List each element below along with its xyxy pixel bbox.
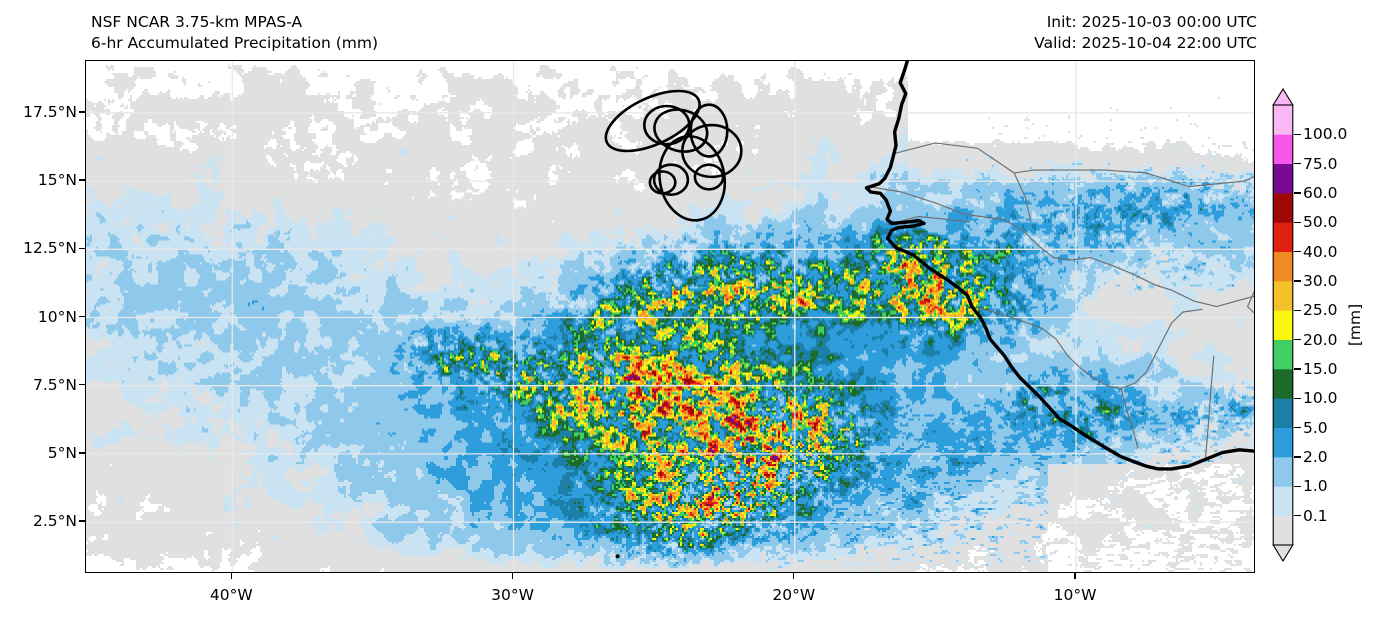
- latitude-tick-label: 7.5°N: [33, 375, 77, 394]
- colorbar-tick-mark: [1294, 338, 1301, 341]
- latitude-tick-label: 5°N: [47, 443, 77, 462]
- map-plot-area: [85, 60, 1255, 573]
- latitude-tick-mark: [79, 384, 85, 386]
- colorbar-tick-mark: [1294, 456, 1301, 458]
- longitude-tick-mark: [511, 573, 514, 579]
- colorbar-tick-label: 10.0: [1303, 389, 1338, 408]
- colorbar-tick-label: 1.0: [1303, 477, 1328, 496]
- init-time-label: Init: 2025-10-03 00:00 UTC: [1046, 13, 1257, 31]
- latitude-tick-label: 12.5°N: [23, 239, 77, 258]
- field-description-line: 6-hr Accumulated Precipitation (mm): [91, 34, 378, 52]
- latitude-tick-mark: [79, 247, 85, 249]
- colorbar-tick-mark: [1294, 192, 1301, 194]
- longitude-tick-label: 40°W: [209, 586, 253, 604]
- colorbar-tick-label: 100.0: [1303, 125, 1348, 144]
- longitude-tick-label: 10°W: [1053, 586, 1097, 604]
- colorbar-tick-mark: [1294, 133, 1301, 136]
- latitude-tick-label: 10°N: [37, 307, 77, 326]
- valid-time-label: Valid: 2025-10-04 22:00 UTC: [1034, 34, 1257, 52]
- colorbar-tick-mark: [1294, 368, 1301, 370]
- colorbar-gradient: [1272, 88, 1294, 562]
- colorbar-tick-mark: [1294, 309, 1301, 312]
- colorbar-tick-label: 30.0: [1303, 272, 1338, 290]
- longitude-tick-label: 20°W: [772, 586, 816, 604]
- colorbar-tick-label: 75.0: [1303, 154, 1338, 173]
- colorbar-tick-label: 25.0: [1303, 301, 1338, 320]
- longitude-tick-mark: [1074, 573, 1076, 579]
- longitude-tick-label: 30°W: [491, 586, 534, 604]
- colorbar-tick-label: 0.1: [1303, 506, 1328, 525]
- latitude-tick-mark: [79, 452, 85, 454]
- geographic-features: [604, 61, 1254, 559]
- forecast-time-info: Init: 2025-10-03 00:00 UTC Valid: 2025-10…: [1034, 12, 1257, 54]
- colorbar-tick-mark: [1294, 514, 1301, 517]
- colorbar-tick-label: 50.0: [1303, 213, 1338, 232]
- colorbar-tick-label: 40.0: [1303, 242, 1338, 261]
- colorbar-tick-mark: [1294, 485, 1301, 488]
- model-name-line: NSF NCAR 3.75-km MPAS-A: [91, 13, 303, 31]
- colorbar-tick-label: 15.0: [1303, 360, 1338, 378]
- graticule-gridlines: [86, 61, 1254, 572]
- colorbar-tick-mark: [1294, 250, 1301, 253]
- colorbar-unit-label: [mm]: [1346, 303, 1364, 347]
- latitude-tick-mark: [79, 315, 85, 318]
- colorbar-tick-label: 5.0: [1303, 418, 1328, 437]
- latitude-tick-label: 15°N: [37, 171, 77, 190]
- latitude-tick-mark: [79, 111, 85, 113]
- colorbar-tick-mark: [1294, 397, 1301, 400]
- model-title: NSF NCAR 3.75-km MPAS-A 6-hr Accumulated …: [91, 12, 378, 54]
- colorbar-tick-mark: [1294, 162, 1301, 165]
- longitude-tick-mark: [230, 573, 232, 579]
- colorbar-tick-label: 20.0: [1303, 330, 1338, 349]
- colorbar-tick-mark: [1294, 221, 1301, 224]
- colorbar-tick-label: 2.0: [1303, 448, 1328, 466]
- colorbar-tick-mark: [1294, 280, 1301, 282]
- colorbar: [1272, 88, 1294, 562]
- latitude-tick-label: 17.5°N: [23, 102, 77, 121]
- latitude-tick-label: 2.5°N: [33, 512, 77, 531]
- colorbar-tick-label: 60.0: [1303, 184, 1338, 202]
- latitude-tick-mark: [79, 520, 85, 522]
- colorbar-tick-mark: [1294, 426, 1301, 429]
- longitude-tick-mark: [793, 573, 795, 579]
- latitude-tick-mark: [79, 179, 85, 181]
